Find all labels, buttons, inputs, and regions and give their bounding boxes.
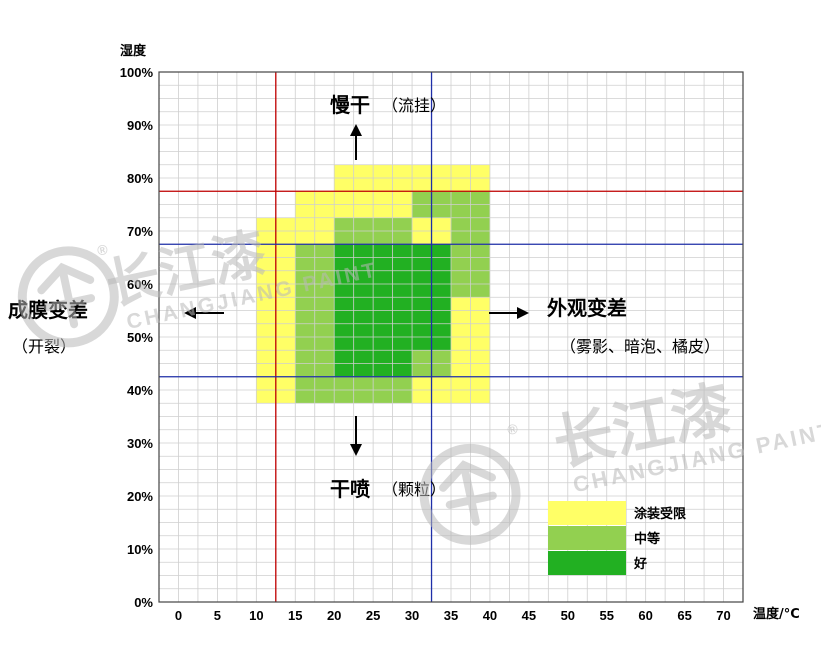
annotation-top-sub: （流挂） <box>382 96 446 115</box>
legend-swatch-good <box>548 551 626 575</box>
arrow-up-icon <box>350 124 362 160</box>
x-tick-label: 20 <box>327 608 341 623</box>
x-axis-title: 温度/°C <box>753 606 800 622</box>
annotation-bottom-main: 干喷 <box>330 477 370 501</box>
plot-frame <box>158 71 744 603</box>
legend-label-medium: 中等 <box>634 531 660 547</box>
annotation-slow-dry: 慢干 （流挂） <box>330 93 446 160</box>
x-tick-label: 55 <box>599 608 613 623</box>
x-tick-label: 30 <box>405 608 419 623</box>
y-tick-label: 50% <box>127 330 153 345</box>
y-tick-label: 30% <box>127 436 153 451</box>
annotation-top-main: 慢干 <box>330 93 370 117</box>
legend-label-limited: 涂装受限 <box>634 506 687 522</box>
annotation-right-sub: （雾影、暗泡、橘皮） <box>560 337 720 356</box>
x-tick-label: 60 <box>638 608 652 623</box>
y-tick-label: 70% <box>127 224 153 239</box>
y-tick-label: 100% <box>120 65 154 80</box>
x-tick-label: 40 <box>483 608 497 623</box>
annotation-right-main: 外观变差 <box>547 296 627 320</box>
x-tick-label: 35 <box>444 608 458 623</box>
annotation-bottom-sub: （颗粒） <box>382 480 446 499</box>
legend-swatch-medium <box>548 526 626 550</box>
x-tick-label: 65 <box>677 608 691 623</box>
arrow-down-icon <box>350 416 362 456</box>
y-tick-label: 20% <box>127 489 153 504</box>
annotation-dry-spray: 干喷 （颗粒） <box>330 416 446 501</box>
x-tick-label: 50 <box>561 608 575 623</box>
y-axis-title: 湿度 <box>120 43 147 59</box>
y-tick-labels: 0% 10% 20% 30% 40% 50% 60% 70% 80% 90% 100% <box>120 65 154 610</box>
x-tick-labels: 0 5 10 15 20 25 30 35 40 45 50 55 60 65 70 <box>175 608 731 623</box>
y-tick-label: 80% <box>127 171 153 186</box>
arrow-left-icon <box>184 307 224 319</box>
y-tick-label: 40% <box>127 383 153 398</box>
x-tick-label: 0 <box>175 608 182 623</box>
x-tick-label: 45 <box>522 608 536 623</box>
brand-seal-icon <box>419 443 521 545</box>
arrow-right-icon <box>489 307 529 319</box>
legend-swatch-limited <box>548 501 626 525</box>
watermark-registered-2: ® <box>506 420 522 438</box>
x-tick-label: 15 <box>288 608 302 623</box>
y-tick-label: 10% <box>127 542 153 557</box>
legend-label-good: 好 <box>633 556 647 572</box>
x-tick-label: 70 <box>716 608 730 623</box>
x-tick-label: 10 <box>249 608 263 623</box>
brand-seal-icon <box>17 246 119 348</box>
y-tick-label: 60% <box>127 277 153 292</box>
x-tick-label: 25 <box>366 608 380 623</box>
watermark-registered-1: ® <box>96 240 112 258</box>
annotation-appearance: 外观变差 （雾影、暗泡、橘皮） <box>489 296 720 356</box>
y-tick-label: 0% <box>134 595 153 610</box>
x-tick-label: 5 <box>214 608 221 623</box>
y-tick-label: 90% <box>127 118 153 133</box>
